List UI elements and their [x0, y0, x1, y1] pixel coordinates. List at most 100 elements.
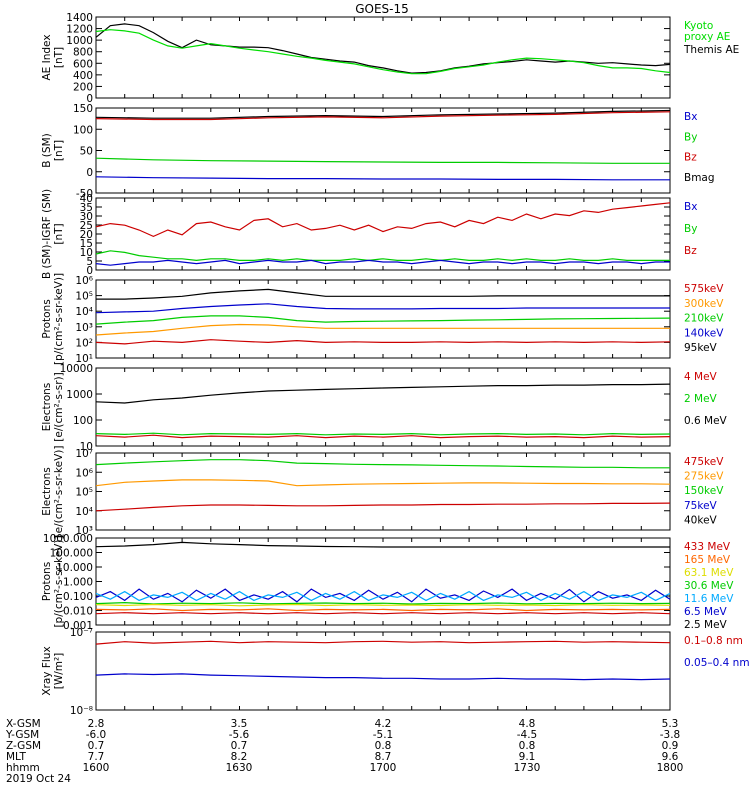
series-line — [96, 288, 670, 300]
series-line — [95, 202, 671, 238]
y-tick-label: 400 — [73, 70, 93, 82]
y-tick-label: 1.000 — [63, 577, 93, 589]
ephemeris-value: -3.8 — [660, 729, 681, 741]
y-tick-label: 0.100 — [63, 591, 93, 603]
y-tick-label: 25 — [80, 220, 93, 232]
y-tick-label: 10⁷ — [75, 448, 93, 460]
y-tick-label: 10⁶ — [75, 467, 93, 479]
series-line — [95, 608, 671, 612]
series-line — [95, 590, 671, 602]
y-tick-label: 10³ — [75, 322, 93, 334]
y-tick-label: 100 — [73, 415, 93, 427]
series-line — [95, 603, 671, 607]
y-tick-label: 0 — [86, 93, 93, 105]
y-tick-label: 10.000 — [56, 562, 93, 574]
ephemeris-row-label: X-GSM — [6, 718, 41, 730]
legend-label: 95keV — [684, 342, 718, 354]
y-tick-label: 10⁻⁸ — [70, 705, 93, 717]
legend-label: 575keV — [684, 283, 724, 295]
y-tick-label: 600 — [73, 58, 93, 70]
legend-label: Themis AE — [683, 44, 739, 56]
panel-4: 10¹ 10² 10³ 10⁴ 10⁵ 10⁶ Protons [p/(cm²-s-sr-ke… — [41, 273, 724, 365]
legend-label: Bmag — [684, 172, 715, 184]
legend-label: 300keV — [684, 298, 724, 310]
legend-label: 150keV — [684, 485, 724, 497]
series-line — [95, 111, 671, 121]
y-tick-label: 200 — [73, 81, 93, 93]
y-axis-label: Xray Flux [W/m²] — [41, 646, 65, 695]
y-tick-label: 100 — [73, 124, 93, 136]
y-axis-label: Protons [p/(cm²-s-sr-keV)] — [41, 535, 65, 627]
ephemeris-value: 1630 — [226, 762, 253, 774]
legend-label: 40keV — [684, 514, 718, 526]
date-label: 2019 Oct 24 — [6, 773, 71, 785]
series-line — [95, 612, 671, 615]
series-line — [95, 479, 671, 487]
series-line — [95, 432, 671, 436]
y-tick-label: 40 — [80, 193, 93, 205]
legend-label: 0.6 MeV — [684, 415, 728, 427]
legend-label: 0.1–0.8 nm — [684, 635, 743, 647]
y-tick-label: 10 — [80, 247, 93, 259]
y-axis-label-line: Protons — [41, 562, 53, 601]
series-line — [95, 157, 670, 164]
y-axis-label-line: B (SM)-IGRF (SM) — [41, 189, 53, 279]
ephemeris-value: 0.7 — [88, 740, 105, 752]
panel-2: -50 0 50 100 150 B (SM) [nT] Bx By Bz Bmag — [41, 103, 715, 200]
y-axis-label-line: [p/(cm²-s-sr-keV)] — [53, 273, 65, 365]
y-axis-label-line: Protons — [41, 299, 53, 338]
y-axis-label-line: Electrons — [41, 467, 53, 516]
ephemeris-value: 5.3 — [662, 718, 679, 730]
ephemeris-value: -6.0 — [86, 729, 107, 741]
y-tick-label: 10⁶ — [75, 275, 93, 287]
ephemeris-value: 0.8 — [519, 740, 536, 752]
y-axis-label-line: AE Index — [41, 34, 53, 80]
y-axis-label-line: [nT] — [53, 223, 65, 244]
legend-label: Bz — [684, 245, 697, 257]
y-tick-label: 1200 — [66, 24, 93, 36]
ephemeris-value: 1700 — [370, 762, 397, 774]
y-tick-label: 10 — [80, 441, 93, 453]
series-line — [95, 502, 671, 512]
y-tick-label: 10⁴ — [75, 506, 93, 518]
series-line — [95, 259, 670, 266]
y-tick-label: 0 — [86, 167, 93, 179]
legend-label: 475keV — [684, 456, 724, 468]
legend-label: 63.1 MeV — [684, 567, 734, 579]
ephemeris-value: 1600 — [83, 762, 110, 774]
y-tick-label: 30 — [80, 211, 93, 223]
y-axis-label-line: Electrons — [41, 383, 53, 432]
series-line — [95, 323, 670, 336]
ephemeris-table: X-GSM 2.8 3.5 4.2 4.8 5.3 Y-GSM -6.0 -5.6 -5.1 -4.… — [5, 718, 683, 785]
ephemeris-value: 3.5 — [231, 718, 248, 730]
ephemeris-value: 9.1 — [519, 751, 536, 763]
legend-label: 275keV — [684, 471, 724, 483]
y-tick-label: 10¹ — [75, 353, 93, 365]
ephemeris-value: 0.9 — [662, 740, 679, 752]
legend-label: 165 MeV — [684, 554, 731, 566]
ephemeris-value: 7.7 — [88, 751, 105, 763]
y-axis-label: B (SM) [nT] — [41, 133, 65, 167]
legend-label: 433 MeV — [684, 541, 731, 553]
legend-label: 75keV — [684, 500, 718, 512]
y-tick-label: 100.000 — [50, 548, 93, 560]
series-line — [95, 303, 670, 314]
y-tick-label: 10⁴ — [75, 306, 93, 318]
y-tick-label: -50 — [76, 188, 93, 200]
series-line — [95, 29, 671, 75]
y-axis-label: Protons [p/(cm²-s-sr-keV)] — [41, 273, 65, 365]
ephemeris-value: -5.1 — [373, 729, 394, 741]
series-line — [95, 339, 671, 345]
series-line — [95, 383, 671, 404]
y-axis-label-line: Xray Flux — [41, 646, 53, 695]
legend-label: 0.05–0.4 nm — [684, 657, 750, 669]
legend-label: proxy AE — [684, 31, 730, 43]
series-line — [95, 640, 671, 645]
series-line — [95, 588, 671, 603]
legend-label: 140keV — [684, 327, 724, 339]
y-tick-label: 20 — [80, 229, 93, 241]
